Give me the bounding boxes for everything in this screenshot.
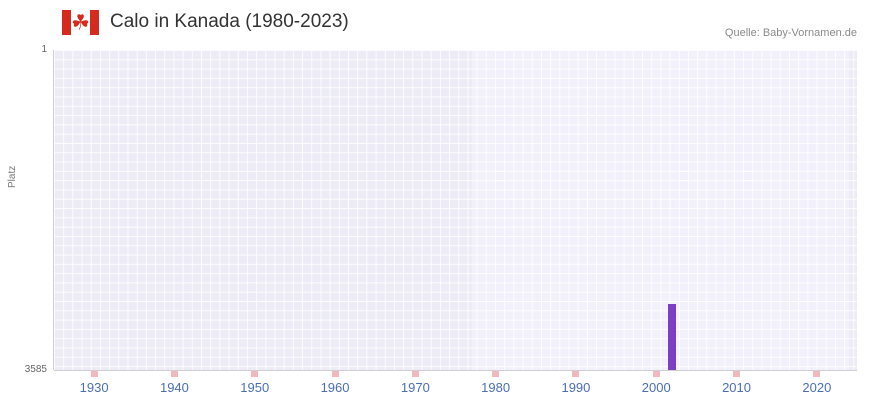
x-tick-label: 1980 — [481, 380, 511, 395]
page-title: Calo in Kanada (1980-2023) — [110, 11, 349, 32]
flag-band-right — [90, 10, 99, 35]
x-tick-mark — [90, 371, 98, 377]
x-tick-mark — [251, 371, 259, 377]
x-tick-label: 1950 — [240, 380, 270, 395]
source-label: Quelle: Baby-Vornamen.de — [724, 27, 857, 39]
x-tick-label: 1960 — [320, 380, 350, 395]
bar[interactable] — [668, 304, 677, 370]
x-tick-label: 2010 — [722, 380, 751, 395]
chart-header: ☘ Calo in Kanada (1980-2023) Quelle: Bab… — [0, 0, 873, 44]
x-tick-mark — [572, 371, 580, 377]
x-tick-label: 1930 — [79, 380, 109, 395]
x-tick-mark — [652, 371, 660, 377]
x-tick-label: 1990 — [561, 380, 591, 395]
x-tick-mark — [733, 371, 741, 377]
y-tick-label: 3585 — [24, 364, 47, 375]
x-tick-label: 1970 — [400, 380, 430, 395]
y-axis-title: Platz — [7, 165, 18, 188]
x-axis-line — [54, 370, 857, 371]
y-tick-label: 1 — [41, 44, 47, 55]
y-axis-line — [53, 50, 54, 370]
x-tick-mark — [331, 371, 339, 377]
x-tick-label: 2000 — [641, 380, 671, 395]
flag-band-left — [62, 10, 71, 35]
canada-flag-icon: ☘ — [62, 10, 99, 35]
x-tick-mark — [813, 371, 821, 377]
plot-area — [54, 50, 857, 370]
x-tick-mark — [170, 371, 178, 377]
x-tick-label: 1940 — [159, 380, 189, 395]
maple-leaf-icon: ☘ — [71, 11, 90, 34]
plot-grid — [54, 50, 857, 370]
x-tick-mark — [492, 371, 500, 377]
x-tick-label: 2020 — [802, 380, 832, 395]
x-tick-mark — [411, 371, 419, 377]
